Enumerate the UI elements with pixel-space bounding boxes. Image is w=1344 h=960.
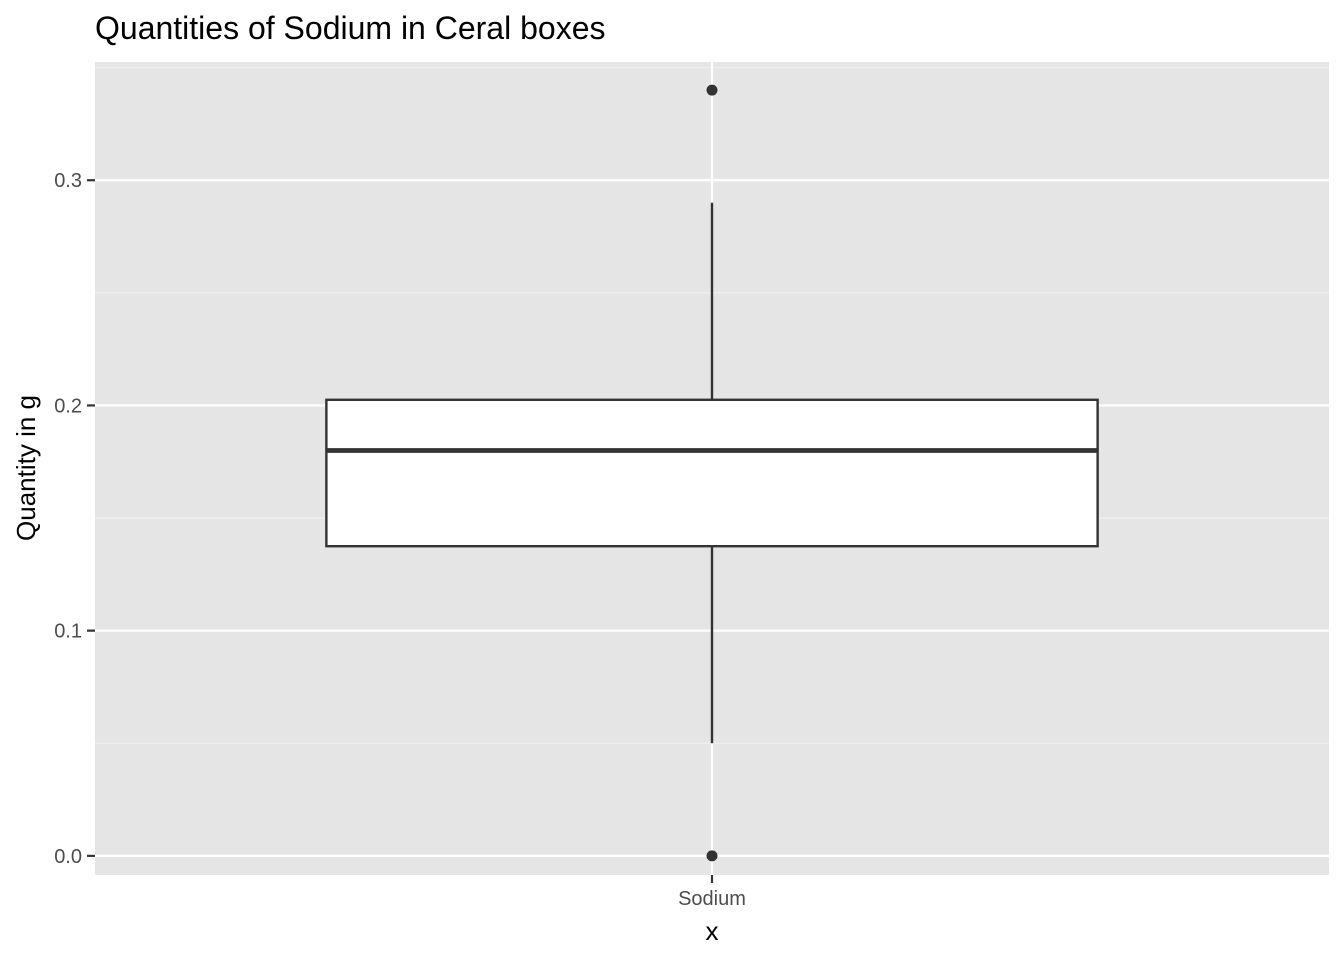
chart-title: Quantities of Sodium in Ceral boxes <box>95 10 605 46</box>
x-axis-title: x <box>706 916 719 946</box>
outlier-point <box>706 84 718 96</box>
y-tick-label: 0.2 <box>54 395 82 417</box>
y-axis-title: Quantity in g <box>11 395 41 541</box>
x-tick-label: Sodium <box>678 888 746 910</box>
y-tick-label: 0.0 <box>54 846 82 868</box>
box-series <box>325 84 1099 862</box>
outlier-point <box>706 850 718 862</box>
y-tick-label: 0.1 <box>54 621 82 643</box>
axes: 0.0 0.1 0.2 0.3 Sodium <box>54 170 746 910</box>
box-iqr <box>325 398 1099 548</box>
y-tick-label: 0.3 <box>54 170 82 192</box>
